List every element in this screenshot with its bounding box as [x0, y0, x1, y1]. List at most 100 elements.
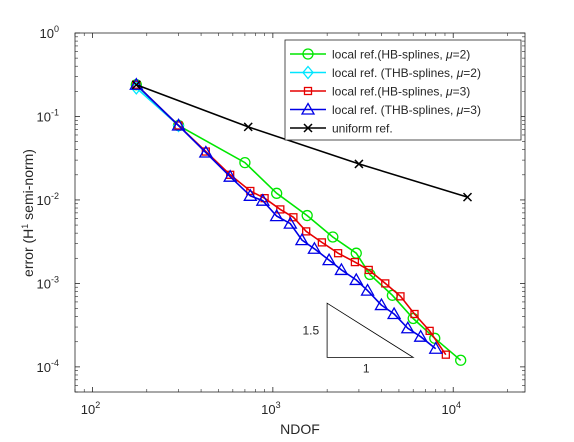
y-tick-label-base: 10 [40, 26, 54, 41]
legend-marker [300, 102, 316, 115]
legend-label-prefix: local ref. (THB-splines, [332, 103, 457, 117]
data-point [413, 329, 428, 342]
x-tick-label-exp: 3 [276, 400, 281, 410]
legend-entry: uniform ref. [290, 122, 393, 136]
data-point [307, 241, 322, 254]
y-tick-label-base: 10 [37, 360, 51, 375]
series-line [136, 83, 468, 198]
legend-entry: local ref.(HB-splines, μ=2) [290, 48, 470, 62]
legend-entry: local ref.(HB-splines, μ=3) [290, 85, 470, 99]
data-point [425, 326, 434, 336]
series-5 [131, 80, 473, 202]
data-point [243, 188, 258, 201]
data-point [327, 231, 339, 243]
y-axis-label-sup: 1 [20, 224, 30, 229]
y-tick-label-base: 10 [37, 193, 51, 208]
legend-marker [302, 65, 314, 80]
data-point [246, 186, 255, 196]
data-point [386, 306, 402, 320]
data-point [396, 292, 405, 301]
legend-marker [303, 86, 313, 96]
x-tick-label: 102 [81, 400, 100, 417]
legend-label: local ref. (THB-splines, μ=3) [332, 103, 481, 117]
series-line [135, 84, 437, 350]
data-point [223, 169, 238, 182]
data-point [301, 209, 313, 222]
data-point [333, 249, 343, 258]
legend-marker [302, 48, 314, 60]
data-point [364, 265, 373, 275]
data-point [410, 309, 419, 319]
x-tick-label-exp: 4 [456, 400, 461, 410]
y-axis-label-main: error (H [20, 229, 36, 277]
data-point [243, 122, 253, 132]
legend-marker [303, 123, 313, 133]
x-tick-label: 104 [441, 400, 460, 417]
x-tick-label-base: 10 [441, 402, 455, 417]
data-point [171, 118, 186, 131]
data-point [441, 350, 450, 359]
series-4 [129, 77, 443, 354]
data-point [462, 192, 473, 202]
y-tick-label-base: 10 [37, 276, 51, 291]
legend-label-suffix: =2) [453, 48, 471, 62]
y-tick-label-base: 10 [37, 109, 51, 124]
legend-label-mu: μ [456, 103, 464, 117]
y-tick-label-exp: -1 [51, 107, 59, 117]
y-tick-label-exp: 0 [54, 24, 59, 34]
y-tick-label: 100 [40, 24, 59, 41]
data-point [283, 216, 298, 229]
series-group [129, 77, 473, 366]
y-tick-label: 10-1 [37, 107, 59, 124]
slope-triangle: 1.51 [302, 302, 415, 375]
data-point [198, 145, 213, 158]
legend-label: local ref.(HB-splines, μ=3) [332, 85, 470, 99]
y-tick-label: 10-2 [37, 191, 59, 208]
legend-label: local ref. (THB-splines, μ=2) [332, 66, 481, 80]
data-point [255, 193, 270, 206]
data-point [354, 159, 364, 169]
data-point [374, 297, 389, 311]
data-point [350, 257, 360, 267]
data-point [317, 238, 327, 247]
legend-label-suffix: =3) [453, 85, 471, 99]
legend-label: uniform ref. [332, 122, 393, 136]
legend-label-suffix: =3) [463, 103, 481, 117]
legend-label-mu: μ [445, 85, 453, 99]
y-tick-label-exp: -2 [51, 191, 59, 201]
data-point [360, 283, 375, 296]
x-axis-label: NDOF [280, 421, 320, 437]
y-tick-label-exp: -3 [51, 274, 59, 284]
data-point [381, 279, 390, 288]
y-tick-label-exp: -4 [51, 358, 59, 368]
legend-label-mu: μ [456, 66, 464, 80]
slope-label-vertical: 1.5 [302, 323, 319, 337]
x-tick-label-base: 10 [261, 402, 275, 417]
legend: local ref.(HB-splines, μ=2)local ref. (T… [284, 39, 522, 141]
legend-entry: local ref. (THB-splines, μ=2) [290, 65, 481, 80]
legend-label-mu: μ [445, 48, 453, 62]
slope-triangle-shape [326, 302, 415, 358]
data-point [294, 232, 310, 246]
data-point [321, 252, 337, 266]
data-point [302, 227, 311, 236]
legend-entry: local ref. (THB-splines, μ=3) [290, 102, 481, 117]
y-tick-label: 10-3 [37, 274, 59, 291]
data-point [131, 80, 141, 90]
legend-label-prefix: local ref.(HB-splines, [332, 85, 446, 99]
legend-label-suffix: =2) [463, 66, 481, 80]
legend-box [284, 39, 522, 141]
slope-label-horizontal: 1 [363, 361, 370, 375]
data-point [349, 272, 364, 286]
x-tick-label-base: 10 [81, 402, 95, 417]
x-tick-label: 103 [261, 400, 280, 417]
y-tick-label: 10-4 [37, 358, 59, 375]
data-point [455, 354, 467, 366]
data-point [428, 341, 443, 354]
legend-label-prefix: uniform ref. [332, 122, 393, 136]
data-point [271, 187, 283, 199]
legend-label-prefix: local ref. (THB-splines, [332, 66, 457, 80]
y-axis-label-end: semi-norm) [20, 149, 36, 224]
